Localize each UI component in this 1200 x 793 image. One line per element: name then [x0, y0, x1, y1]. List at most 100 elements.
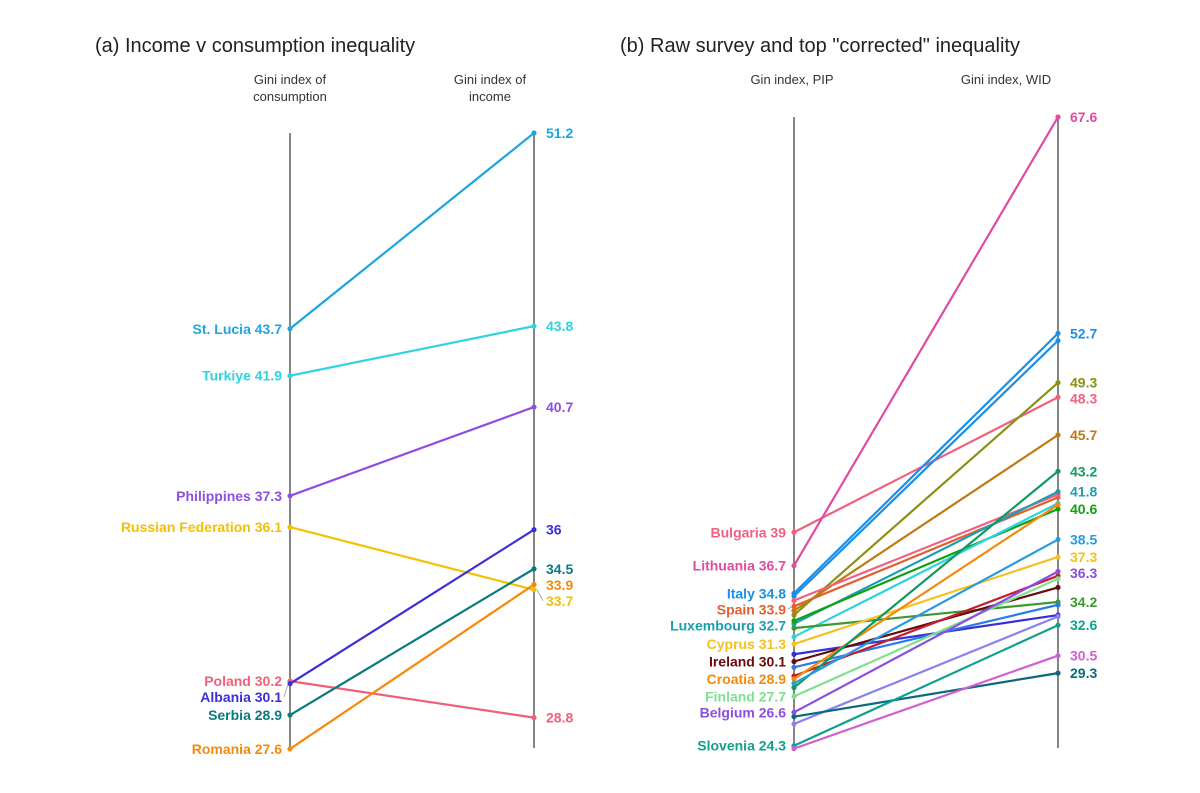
label-connector — [283, 683, 289, 698]
left-label: Turkiye 41.9 — [202, 368, 282, 384]
right-point — [1055, 576, 1061, 582]
series-line — [793, 538, 1059, 685]
series-line — [289, 583, 535, 750]
left-point — [791, 603, 797, 609]
left-axis-label: consumption — [253, 89, 327, 104]
right-label: 43.2 — [1070, 463, 1097, 479]
left-axis-label: Gini index of — [254, 72, 327, 87]
left-label: Ireland 30.1 — [709, 654, 786, 670]
series-line — [793, 381, 1059, 616]
right-axis-label: Gini index, WID — [961, 72, 1051, 87]
chart-title: (b) Raw survey and top "corrected" inequ… — [620, 35, 1020, 57]
right-point — [531, 130, 537, 136]
left-point — [791, 658, 797, 665]
left-label: Luxembourg 32.7 — [670, 617, 786, 633]
series-line — [793, 555, 1059, 646]
right-label: 67.6 — [1070, 109, 1097, 125]
left-label: Albania 30.1 — [200, 689, 282, 705]
series-line — [793, 654, 1059, 750]
series-line — [793, 570, 1059, 714]
left-point — [791, 608, 797, 614]
series-line — [793, 577, 1059, 698]
right-label: 45.7 — [1070, 427, 1097, 443]
right-point — [531, 715, 537, 721]
left-point — [287, 712, 293, 718]
series-line — [793, 624, 1059, 747]
series-line — [289, 132, 535, 330]
left-point — [791, 563, 797, 569]
series-line — [793, 603, 1059, 669]
right-point — [1055, 468, 1061, 474]
right-point — [1055, 653, 1061, 659]
left-label: Finland 27.7 — [705, 688, 786, 704]
left-point — [791, 721, 797, 727]
series-line — [289, 526, 535, 591]
right-label: 37.3 — [1070, 549, 1097, 565]
left-label: Spain 33.9 — [717, 601, 786, 617]
left-point — [791, 680, 797, 686]
right-label: 36 — [546, 522, 562, 538]
right-point — [1055, 502, 1061, 508]
right-label: 52.7 — [1070, 325, 1097, 341]
label-connector — [787, 606, 793, 610]
left-point — [791, 685, 797, 691]
label-connector — [536, 589, 544, 602]
left-point — [287, 373, 293, 379]
left-point — [287, 681, 293, 687]
right-label: 36.3 — [1070, 565, 1097, 581]
series-line — [793, 339, 1059, 597]
series-line — [289, 680, 535, 719]
left-label: St. Lucia 43.7 — [193, 321, 283, 337]
left-point — [287, 524, 293, 530]
series-line — [793, 503, 1059, 680]
right-label: 33.9 — [546, 577, 573, 593]
right-point — [1055, 114, 1061, 120]
left-label: Cyprus 31.3 — [707, 636, 787, 652]
left-point — [791, 664, 797, 670]
left-label: Bulgaria 39 — [711, 524, 787, 540]
right-label: 40.7 — [546, 399, 573, 415]
series-line — [289, 325, 535, 377]
series-line — [793, 332, 1059, 595]
right-label: 30.5 — [1070, 648, 1097, 664]
left-point — [791, 618, 797, 624]
right-point — [1055, 536, 1061, 543]
right-point — [1055, 602, 1061, 608]
right-point — [1055, 506, 1061, 512]
series-line — [289, 406, 535, 497]
right-point — [1055, 613, 1061, 620]
series-line — [793, 116, 1059, 567]
left-label: Italy 34.8 — [727, 585, 786, 601]
right-point — [531, 587, 537, 593]
right-point — [531, 527, 537, 533]
series-line — [289, 567, 535, 716]
right-point — [1055, 670, 1061, 676]
right-label: 34.5 — [546, 561, 573, 577]
right-label: 38.5 — [1070, 532, 1097, 548]
right-label: 43.8 — [546, 318, 573, 334]
left-point — [791, 612, 797, 618]
right-point — [531, 404, 537, 410]
left-label: Slovenia 24.3 — [697, 738, 786, 754]
left-axis-label: Gin index, PIP — [750, 72, 833, 87]
left-point — [791, 597, 797, 604]
right-point — [1055, 330, 1061, 336]
right-label: 51.2 — [546, 125, 573, 141]
series-line — [793, 613, 1059, 656]
left-label: Belgium 26.6 — [700, 704, 787, 720]
right-point — [1055, 554, 1061, 560]
left-point — [791, 651, 797, 657]
series-line — [793, 508, 1059, 622]
left-point — [791, 641, 797, 647]
left-label: Serbia 28.9 — [208, 707, 282, 723]
series-line — [793, 615, 1059, 725]
left-point — [791, 693, 797, 699]
right-point — [1055, 380, 1061, 386]
right-point — [531, 323, 537, 329]
left-point — [791, 676, 797, 682]
series-line — [793, 493, 1059, 602]
series-line — [793, 434, 1059, 612]
series-line — [793, 672, 1059, 718]
right-label: 49.3 — [1070, 375, 1097, 391]
